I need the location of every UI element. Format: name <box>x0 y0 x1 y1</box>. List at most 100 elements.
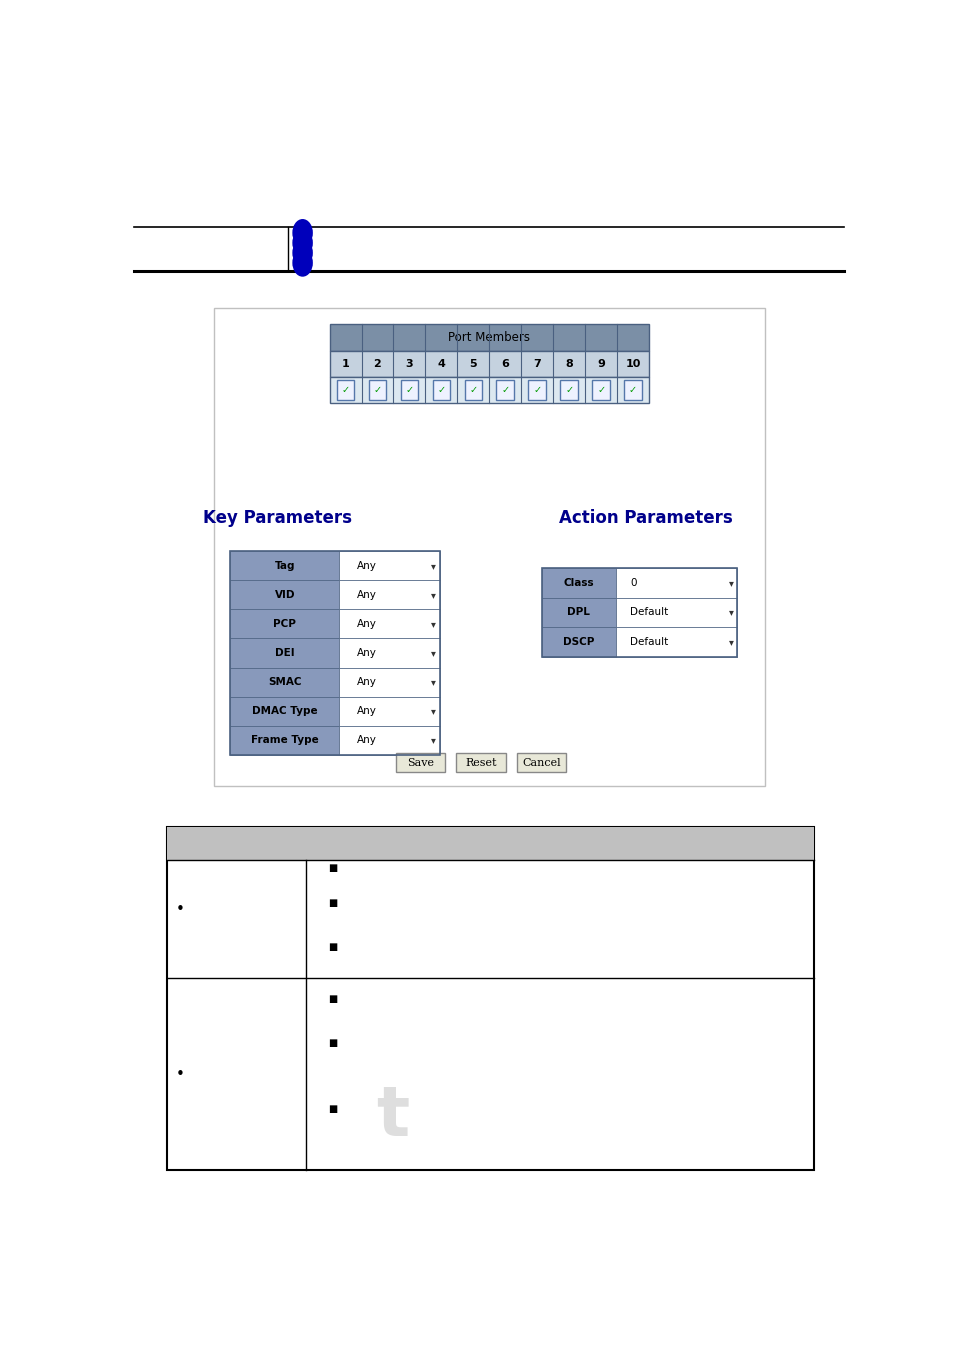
Text: ↑: ↑ <box>297 227 308 239</box>
Bar <box>231 580 339 609</box>
Text: ✓: ✓ <box>373 385 381 396</box>
Bar <box>616 628 737 656</box>
Text: 0: 0 <box>630 578 637 587</box>
Bar <box>231 725 339 755</box>
Text: DSCP: DSCP <box>562 637 594 647</box>
Text: 8: 8 <box>565 359 573 369</box>
Text: ✓: ✓ <box>533 385 540 396</box>
Bar <box>528 381 545 400</box>
Text: ▾: ▾ <box>431 620 436 629</box>
Text: Any: Any <box>357 648 376 657</box>
Bar <box>432 381 450 400</box>
Bar <box>213 308 764 786</box>
Text: ■: ■ <box>328 1038 337 1049</box>
Text: ▾: ▾ <box>431 590 436 599</box>
Text: ▾: ▾ <box>431 648 436 657</box>
Text: ✓: ✓ <box>597 385 604 396</box>
Text: ⊕: ⊕ <box>297 256 308 270</box>
Text: ■: ■ <box>328 942 337 952</box>
Text: ▾: ▾ <box>431 736 436 745</box>
Text: DMAC Type: DMAC Type <box>252 706 317 716</box>
Text: 6: 6 <box>501 359 509 369</box>
Bar <box>541 568 737 656</box>
Text: ✓: ✓ <box>436 385 445 396</box>
Text: Default: Default <box>630 637 668 647</box>
Text: Any: Any <box>357 620 376 629</box>
Text: Any: Any <box>357 678 376 687</box>
Bar <box>623 381 641 400</box>
Bar <box>541 598 616 628</box>
Text: •: • <box>176 902 185 917</box>
Bar <box>339 697 439 725</box>
Text: ✓: ✓ <box>564 385 573 396</box>
Bar <box>541 568 616 598</box>
Bar <box>339 609 439 639</box>
Text: DEI: DEI <box>274 648 294 657</box>
Bar <box>329 377 648 404</box>
Circle shape <box>294 250 311 275</box>
Text: Default: Default <box>630 608 668 617</box>
Text: ■: ■ <box>328 898 337 907</box>
Circle shape <box>294 240 311 266</box>
Text: Save: Save <box>407 757 434 768</box>
Text: ▾: ▾ <box>728 608 733 617</box>
Bar <box>167 828 813 1170</box>
Bar <box>559 381 578 400</box>
Bar <box>464 381 481 400</box>
Circle shape <box>294 220 311 246</box>
Text: ■: ■ <box>328 864 337 873</box>
Text: VID: VID <box>274 590 294 599</box>
Text: ▾: ▾ <box>431 706 436 716</box>
Text: ▾: ▾ <box>728 637 733 647</box>
Text: 5: 5 <box>469 359 476 369</box>
Bar <box>339 580 439 609</box>
Text: ✓: ✓ <box>500 385 509 396</box>
Text: 7: 7 <box>533 359 540 369</box>
Bar <box>329 351 648 377</box>
Text: 2: 2 <box>374 359 381 369</box>
Text: 9: 9 <box>597 359 604 369</box>
Text: 4: 4 <box>437 359 445 369</box>
Text: Any: Any <box>357 706 376 716</box>
Circle shape <box>294 231 311 255</box>
Text: 10: 10 <box>625 359 640 369</box>
Text: ⊗: ⊗ <box>297 246 308 259</box>
Bar <box>541 628 616 656</box>
Bar <box>395 753 445 772</box>
Text: Any: Any <box>357 736 376 745</box>
Text: ■: ■ <box>328 1103 337 1114</box>
Text: Any: Any <box>357 560 376 571</box>
Bar <box>339 639 439 667</box>
Bar <box>368 381 386 400</box>
Text: Any: Any <box>357 590 376 599</box>
Bar <box>339 667 439 697</box>
Bar <box>339 551 439 580</box>
Bar <box>167 828 813 860</box>
Bar <box>231 697 339 725</box>
Text: SMAC: SMAC <box>268 678 301 687</box>
Text: PCP: PCP <box>274 620 296 629</box>
Text: t: t <box>375 1083 409 1150</box>
Text: ■: ■ <box>328 994 337 1004</box>
Bar <box>400 381 417 400</box>
Text: Cancel: Cancel <box>521 757 560 768</box>
Text: Tag: Tag <box>274 560 294 571</box>
Text: ▾: ▾ <box>431 678 436 687</box>
Bar <box>456 753 505 772</box>
Bar <box>231 551 339 580</box>
Text: •: • <box>176 1066 185 1081</box>
Text: 1: 1 <box>341 359 349 369</box>
Bar <box>339 725 439 755</box>
Bar <box>329 324 648 351</box>
Bar <box>231 639 339 667</box>
Bar <box>231 667 339 697</box>
Bar <box>592 381 609 400</box>
Text: ✓: ✓ <box>341 385 349 396</box>
Text: Frame Type: Frame Type <box>251 736 318 745</box>
Text: ✓: ✓ <box>469 385 476 396</box>
Text: Class: Class <box>563 578 594 587</box>
Text: ✓: ✓ <box>405 385 413 396</box>
Text: Port Members: Port Members <box>448 331 530 344</box>
Bar <box>231 609 339 639</box>
Bar <box>336 381 354 400</box>
